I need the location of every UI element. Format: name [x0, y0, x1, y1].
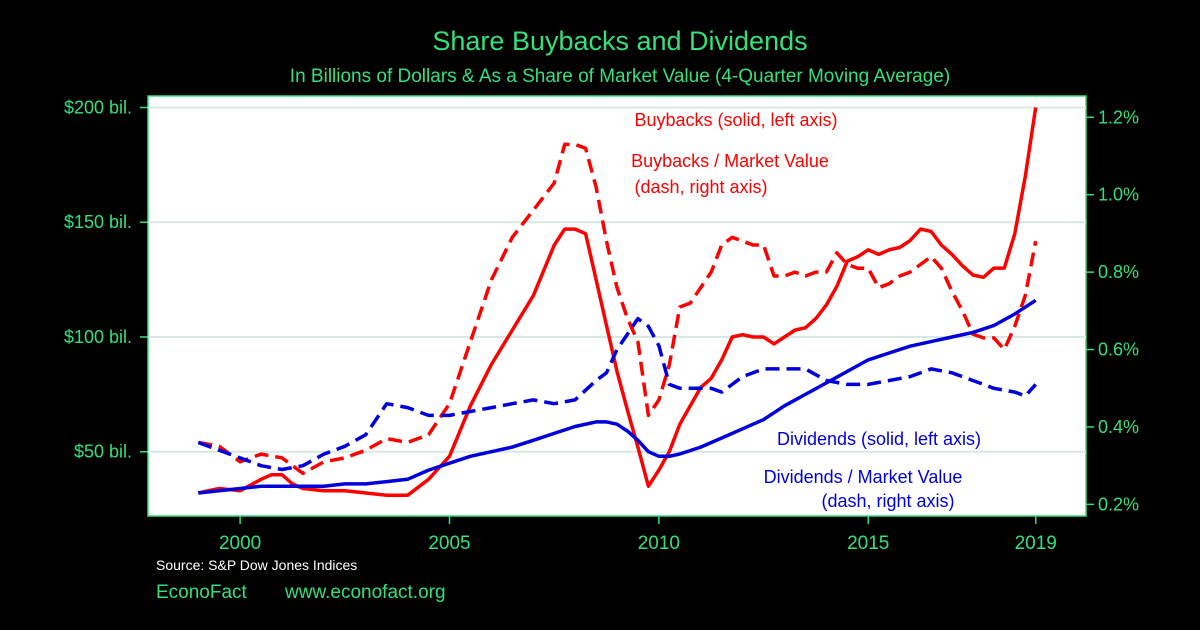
series-line-1 [197, 142, 1038, 476]
right-tick-label-4: 1.0% [1098, 185, 1139, 205]
x-tick-label-2015: 2015 [847, 533, 889, 554]
right-tick-label-1: 0.4% [1098, 417, 1139, 437]
annotation-dividend-ratio-line1: Dividends / Market Value [764, 467, 963, 487]
x-axis: 2000 2005 2010 2015 2019 [219, 516, 1057, 554]
right-tick-label-2: 0.6% [1098, 340, 1139, 360]
left-tick-label-200: $200 bil. [64, 97, 132, 117]
chart-subtitle: In Billions of Dollars & As a Share of M… [290, 66, 950, 87]
annotation-buybacks: Buybacks (solid, left axis) [634, 110, 837, 130]
series-line-0 [197, 107, 1038, 498]
annotation-dividend-ratio-line2: (dash, right axis) [821, 491, 954, 511]
right-y-axis: 0.2% 0.4% 0.6% 0.8% 1.0% 1.2% [1086, 107, 1139, 514]
x-tick-label-2019: 2019 [1015, 533, 1057, 554]
annotation-dividends: Dividends (solid, left axis) [777, 429, 981, 449]
left-tick-label-100: $100 bil. [64, 327, 132, 347]
chart-title: Share Buybacks and Dividends [432, 26, 807, 56]
gridlines [148, 106, 1086, 453]
left-y-axis: $50 bil. $100 bil. $150 bil. $200 bil. [64, 97, 148, 462]
x-tick-label-2005: 2005 [428, 533, 470, 554]
x-tick-label-2000: 2000 [219, 533, 261, 554]
right-tick-label-0: 0.2% [1098, 494, 1139, 514]
right-tick-label-5: 1.2% [1098, 107, 1139, 127]
annotation-buyback-ratio-line1: Buybacks / Market Value [631, 151, 829, 171]
source-note: Source: S&P Dow Jones Indices [156, 557, 357, 573]
plot-area [147, 95, 1087, 517]
series-line-3 [197, 316, 1038, 472]
annotation-buyback-ratio-line2: (dash, right axis) [634, 177, 767, 197]
right-tick-label-3: 0.8% [1098, 262, 1139, 282]
brand-url: www.econofact.org [284, 582, 446, 603]
x-tick-label-2010: 2010 [638, 533, 680, 554]
series-line-2 [198, 298, 1037, 495]
brand-name: EconoFact [156, 582, 248, 603]
left-tick-label-150: $150 bil. [64, 212, 132, 232]
series-lines [197, 107, 1038, 498]
left-tick-label-50: $50 bil. [74, 442, 132, 462]
